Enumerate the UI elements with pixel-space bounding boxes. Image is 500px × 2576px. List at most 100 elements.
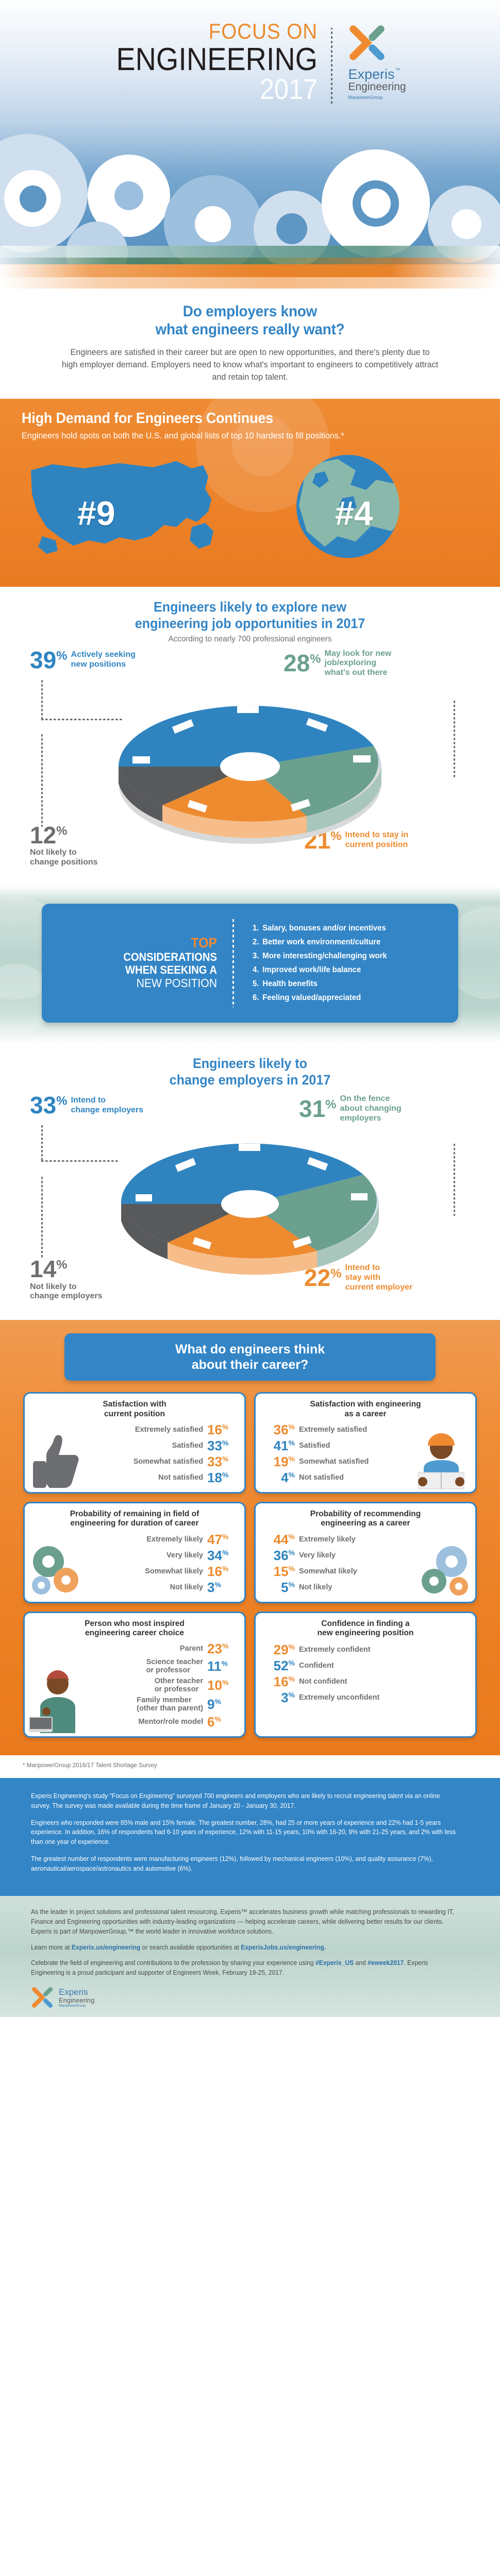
manpowergroup-text: ManpowerGroup	[348, 95, 383, 100]
consideration-text: Feeling valued/appreciated	[262, 993, 361, 1002]
social-pre: Celebrate the field of engineering and c…	[31, 1959, 316, 1967]
card-rows: 44% Extremely likely 36% Very likely 15% So…	[263, 1533, 468, 1594]
row-value: 4%	[281, 1469, 295, 1485]
consideration-text: Better work environment/culture	[262, 937, 381, 946]
experis-logo-block: Experis ™ Engineering ManpowerGroup	[332, 21, 406, 100]
leader-line	[454, 1144, 455, 1216]
social-paragraph: Celebrate the field of engineering and c…	[31, 1958, 456, 1978]
considerations-label-col: TOP CONSIDERATIONS WHEN SEEKING A NEW POS…	[42, 936, 232, 990]
footer-logo-block: Experis Engineering ManpowerGroup	[31, 1986, 469, 2009]
row-value: 3%	[207, 1579, 221, 1595]
experis-sub-text: Engineering	[348, 81, 406, 93]
high-demand-text: High Demand for Engineers Continues Engi…	[0, 410, 500, 442]
row-value: 10%	[207, 1677, 229, 1693]
row-label: Satisfied	[172, 1441, 203, 1450]
intro-heading: Do employers know what engineers really …	[65, 303, 435, 339]
table-row: 36% Very likely	[263, 1549, 468, 1562]
gear-shape	[195, 206, 231, 242]
row-value: 6%	[207, 1714, 221, 1730]
experis-jobs-link[interactable]: ExperisJobs.us/engineering.	[241, 1943, 326, 1951]
table-row: Not satisfied 18%	[32, 1471, 237, 1484]
explore-heading-line2: engineering job opportunities in 2017	[135, 615, 365, 631]
table-row: Mentor/role model 6%	[32, 1715, 237, 1728]
callout-value: 12%	[30, 821, 68, 849]
methodology-paragraph-3: The greatest number of respondents were …	[31, 1855, 433, 1872]
demand-figures: #9 #4	[0, 445, 500, 566]
row-value: 34%	[207, 1547, 229, 1563]
table-row: 29% Extremely confident	[263, 1643, 468, 1656]
consideration-text: Improved work/life balance	[262, 965, 361, 974]
change-heading-line2: change employers in 2017	[169, 1072, 331, 1088]
callout-intend-change: 33% Intend to change employers	[30, 1093, 144, 1117]
row-label: Other teacher or professor	[154, 1677, 203, 1694]
hashtag-eweek2017[interactable]: #eweek2017	[368, 1959, 404, 1967]
social-post: . Experis Engineering is a proud partici…	[31, 1959, 428, 1977]
card-probability-recommending: Probability of recommending engineering a…	[254, 1501, 477, 1603]
row-value: 33%	[207, 1453, 229, 1469]
pie-chart-svg	[118, 705, 381, 844]
footer-wordmark: Experis Engineering ManpowerGroup	[59, 1987, 94, 2008]
row-value: 18%	[207, 1469, 229, 1485]
callout-not-likely-change-positions: 12% Not likely to change positions	[30, 821, 98, 867]
stripe-dark	[0, 258, 500, 264]
row-label: Confident	[299, 1662, 334, 1670]
experis-engineering-link[interactable]: Experis.us/engineering	[71, 1943, 141, 1951]
explore-heading-section: Engineers likely to explore new engineer…	[0, 586, 500, 644]
hero-titles: FOCUS ON ENGINEERING 2017	[94, 21, 331, 104]
stripe-green	[0, 246, 500, 258]
row-value: 44%	[273, 1531, 295, 1547]
card-satisfaction-engineering-career: Satisfaction with engineering as a career…	[254, 1392, 477, 1494]
footnote: * ManpowerGroup 2016/17 Talent Shortage …	[0, 1755, 500, 1778]
intro-heading-line2: what engineers really want?	[155, 320, 345, 338]
career-section: What do engineers think about their care…	[0, 1320, 500, 1756]
table-row: Somewhat satisfied 33%	[32, 1455, 237, 1468]
list-item: 2. Better work environment/culture	[253, 937, 381, 946]
infographic-page: FOCUS ON ENGINEERING 2017 Experis	[0, 0, 500, 2017]
intro-body: Engineers are satisfied in their career …	[61, 347, 439, 382]
callout-label: On the fence about changing employers	[340, 1094, 402, 1123]
hero-title-block: FOCUS ON ENGINEERING 2017 Experis	[0, 21, 500, 105]
engineer-reading-icon	[418, 1433, 464, 1489]
social-and: and	[354, 1959, 368, 1967]
footer-brand-name: Experis	[59, 1987, 88, 1997]
table-row: Parent 23%	[32, 1642, 237, 1655]
callout-value: 14%	[30, 1256, 68, 1283]
row-label: Not likely	[170, 1583, 203, 1591]
global-rank-value: #4	[335, 494, 373, 533]
card-title: Probability of recommending engineering a…	[310, 1509, 421, 1528]
row-label: Somewhat satisfied	[299, 1457, 369, 1466]
row-value: 11%	[207, 1658, 228, 1674]
table-row: 19% Somewhat satisfied	[263, 1455, 468, 1468]
change-heading: Engineers likely to change employers in …	[46, 1056, 454, 1089]
row-value: 3%	[281, 1690, 295, 1706]
callout-value: 22%	[304, 1264, 342, 1292]
high-demand-body: Engineers hold spots on both the U.S. an…	[22, 430, 344, 440]
learn-more-mid: or search available opportunities at	[140, 1943, 241, 1951]
callout-value: 39%	[30, 646, 68, 673]
leader-line	[41, 1177, 43, 1260]
us-map-icon	[31, 461, 213, 554]
card-person-inspired: Person who most inspired engineering care…	[23, 1611, 246, 1738]
footer-manpowergroup: ManpowerGroup	[59, 2004, 86, 2008]
card-confidence-finding-position: Confidence in finding a new engineering p…	[254, 1611, 477, 1738]
gears-icon	[32, 1546, 78, 1595]
card-title: Confidence in finding a new engineering p…	[317, 1619, 414, 1637]
explore-heading-line1: Engineers likely to explore new	[153, 599, 346, 615]
table-row: Extremely likely 47%	[32, 1533, 237, 1546]
callout-stay-current-employer: 22% Intend to stay with current employer	[304, 1263, 412, 1292]
experis-x-svg	[31, 1987, 53, 2008]
change-pie-chart	[85, 1114, 415, 1281]
trademark-symbol: ™	[395, 67, 401, 73]
intro-section: Do employers know what engineers really …	[0, 289, 500, 399]
leader-line	[454, 700, 455, 778]
callout-label: Actively seeking new positions	[71, 650, 136, 669]
row-label: Somewhat likely	[145, 1567, 203, 1575]
hashtag-experis-us[interactable]: #Experis_US	[315, 1959, 354, 1967]
us-rank-value: #9	[77, 494, 115, 533]
explore-pie-chart	[85, 674, 415, 846]
change-heading-line1: Engineers likely to	[193, 1055, 307, 1071]
callout-label: Intend to change employers	[71, 1096, 144, 1114]
card-title: Satisfaction with current position	[103, 1400, 166, 1418]
considerations-mid-text: CONSIDERATIONS WHEN SEEKING A	[123, 951, 217, 976]
table-row: 52% Confident	[263, 1659, 468, 1672]
